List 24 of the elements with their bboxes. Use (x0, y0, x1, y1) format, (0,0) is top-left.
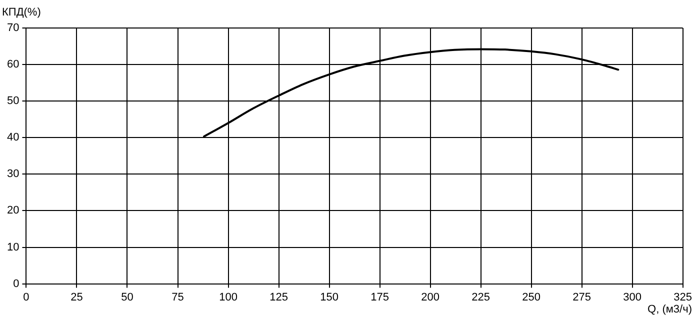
y-tick-label: 50 (6, 95, 20, 108)
x-tick-label: 75 (172, 291, 184, 304)
x-tick-label: 50 (121, 291, 134, 304)
y-tick-label: 0 (13, 278, 20, 290)
x-axis-title: Q, (м3/ч) (648, 303, 692, 316)
y-tick-label: 10 (6, 241, 20, 254)
x-tick-label: 200 (421, 291, 440, 304)
y-tick-label: 20 (6, 204, 20, 217)
y-tick-label: 30 (6, 168, 20, 180)
y-axis-title: КПД(%) (2, 6, 41, 19)
x-tick-label: 150 (320, 291, 338, 304)
x-tick-label: 300 (623, 291, 642, 304)
x-tick-label: 250 (522, 291, 540, 304)
y-tick-label: 70 (6, 22, 20, 34)
y-tick-label: 40 (6, 132, 20, 144)
x-tick-label: 225 (472, 291, 490, 304)
x-tick-label: 0 (23, 291, 30, 304)
y-tick-label: 60 (6, 58, 20, 71)
x-tick-label: 275 (572, 291, 591, 304)
x-tick-label: 25 (70, 291, 83, 304)
x-tick-label: 125 (270, 291, 288, 304)
x-tick-label: 325 (674, 291, 692, 304)
x-tick-label: 100 (219, 291, 238, 304)
x-tick-label: 175 (370, 291, 389, 304)
